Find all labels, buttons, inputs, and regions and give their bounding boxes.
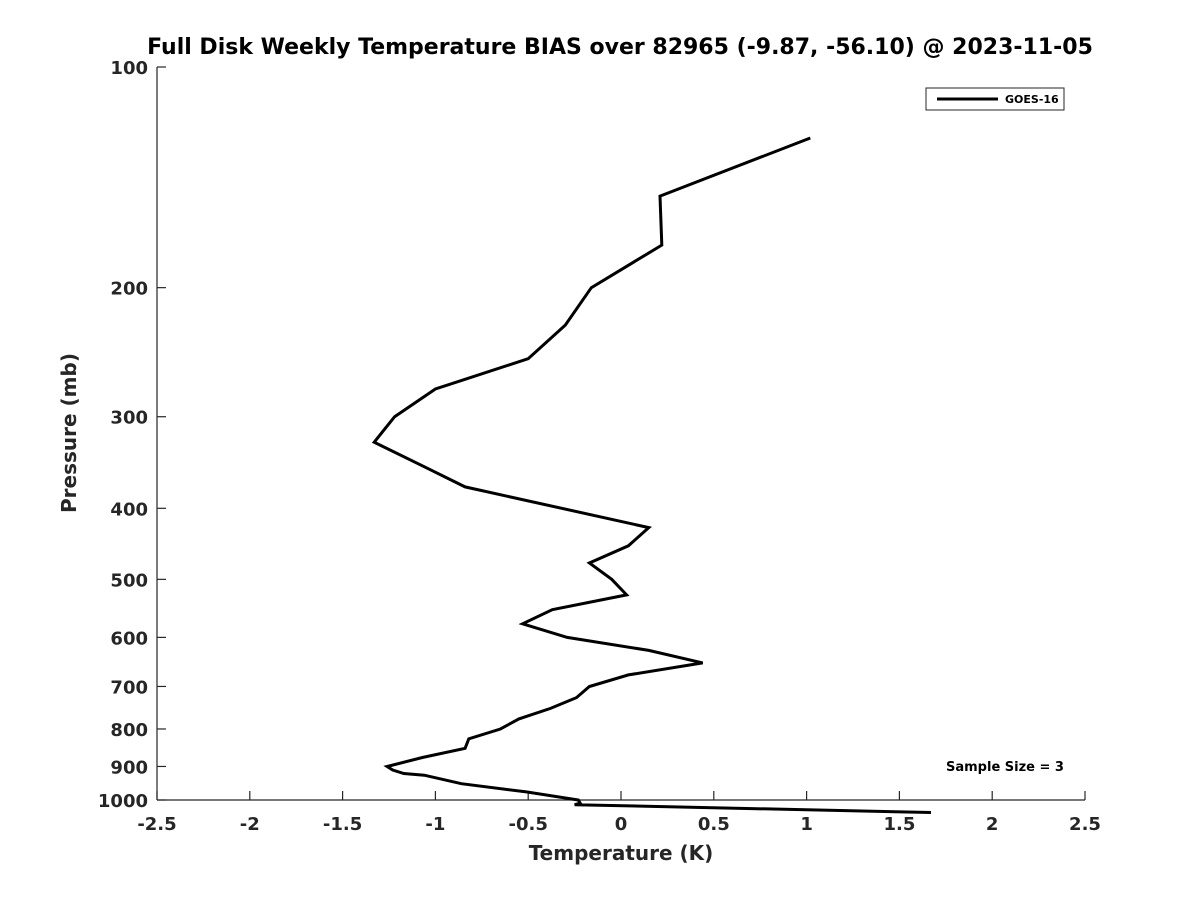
y-tick-label: 300 bbox=[110, 408, 148, 429]
x-tick-label: -1 bbox=[425, 814, 445, 835]
x-tick-label: -2 bbox=[240, 814, 260, 835]
y-tick-label: 600 bbox=[110, 628, 148, 649]
chart-title: Full Disk Weekly Temperature BIAS over 8… bbox=[147, 35, 1093, 60]
y-tick-label: 200 bbox=[110, 279, 148, 300]
sample-size-annotation: Sample Size = 3 bbox=[946, 760, 1064, 775]
y-tick-label: 1000 bbox=[98, 791, 148, 812]
y-ticks: 100 200 300 400 500 600 700 800 900 1000 bbox=[98, 58, 166, 812]
x-tick-label: 1 bbox=[800, 814, 813, 835]
x-tick-label: -1.5 bbox=[323, 814, 362, 835]
x-axis-label: Temperature (K) bbox=[529, 841, 714, 865]
y-tick-label: 800 bbox=[110, 720, 148, 741]
y-axis-label: Pressure (mb) bbox=[57, 353, 81, 513]
series-line-goes-16 bbox=[371, 136, 932, 814]
legend: GOES-16 bbox=[925, 87, 1065, 111]
y-tick-label: 400 bbox=[110, 499, 148, 520]
x-tick-label: 2 bbox=[986, 814, 999, 835]
series-layer bbox=[371, 136, 932, 814]
x-tick-label: 0 bbox=[615, 814, 628, 835]
x-tick-label: -2.5 bbox=[137, 814, 176, 835]
y-tick-label: 100 bbox=[110, 58, 148, 79]
x-tick-label: 2.5 bbox=[1069, 814, 1101, 835]
x-tick-label: 0.5 bbox=[698, 814, 730, 835]
y-tick-label: 900 bbox=[110, 757, 148, 778]
plot-area bbox=[156, 67, 1085, 801]
x-tick-label: -0.5 bbox=[509, 814, 548, 835]
legend-label-goes16: GOES-16 bbox=[1005, 93, 1059, 106]
y-tick-label: 700 bbox=[110, 677, 148, 698]
x-ticks: -2.5 -2 -1.5 -1 -0.5 0 0.5 1 1.5 2 2.5 bbox=[137, 791, 1101, 835]
x-tick-label: 1.5 bbox=[883, 814, 915, 835]
y-tick-label: 500 bbox=[110, 570, 148, 591]
